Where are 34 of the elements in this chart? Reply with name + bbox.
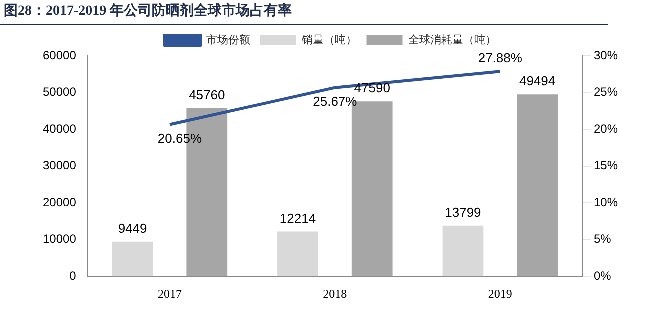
data-label: 27.88% — [478, 50, 523, 66]
bar — [278, 232, 318, 277]
bar — [517, 94, 558, 277]
y2-tick-label: 0% — [594, 268, 612, 283]
y-tick-label: 60000 — [42, 48, 77, 62]
x-tick-label: 2019 — [488, 286, 512, 301]
legend-label: 全球消耗量（吨） — [408, 34, 496, 47]
y2-tick-label: 30% — [594, 48, 618, 62]
data-label: 25.67% — [313, 94, 358, 109]
y-tick-label: 50000 — [42, 85, 77, 100]
legend-label: 市场份额 — [206, 34, 250, 47]
data-label: 20.65% — [158, 130, 202, 146]
data-label: 12214 — [280, 210, 316, 226]
y2-tick-label: 25% — [594, 85, 618, 100]
data-label: 49494 — [519, 74, 556, 89]
y2-tick-label: 10% — [594, 195, 618, 210]
y-tick-label: 30000 — [42, 158, 77, 173]
chart-title: 图28：2017-2019 年公司防晒剂全球市场占有率 — [0, 0, 608, 25]
y-tick-label: 0 — [70, 268, 77, 283]
y2-tick-label: 15% — [594, 158, 618, 173]
data-label: 47590 — [354, 80, 390, 96]
data-label: 45760 — [189, 87, 226, 102]
y-tick-label: 20000 — [42, 195, 77, 210]
y-tick-label: 40000 — [42, 122, 77, 136]
y-tick-label: 10000 — [42, 232, 77, 246]
data-label: 9449 — [118, 220, 148, 236]
legend-label: 销量（吨） — [300, 34, 357, 47]
bar — [112, 242, 154, 277]
y2-tick-label: 20% — [594, 122, 618, 136]
bar — [442, 226, 484, 277]
x-tick-label: 2017 — [158, 286, 182, 301]
y2-tick-label: 5% — [594, 232, 612, 246]
data-label: 13799 — [445, 204, 482, 220]
x-tick-label: 2018 — [323, 286, 348, 301]
